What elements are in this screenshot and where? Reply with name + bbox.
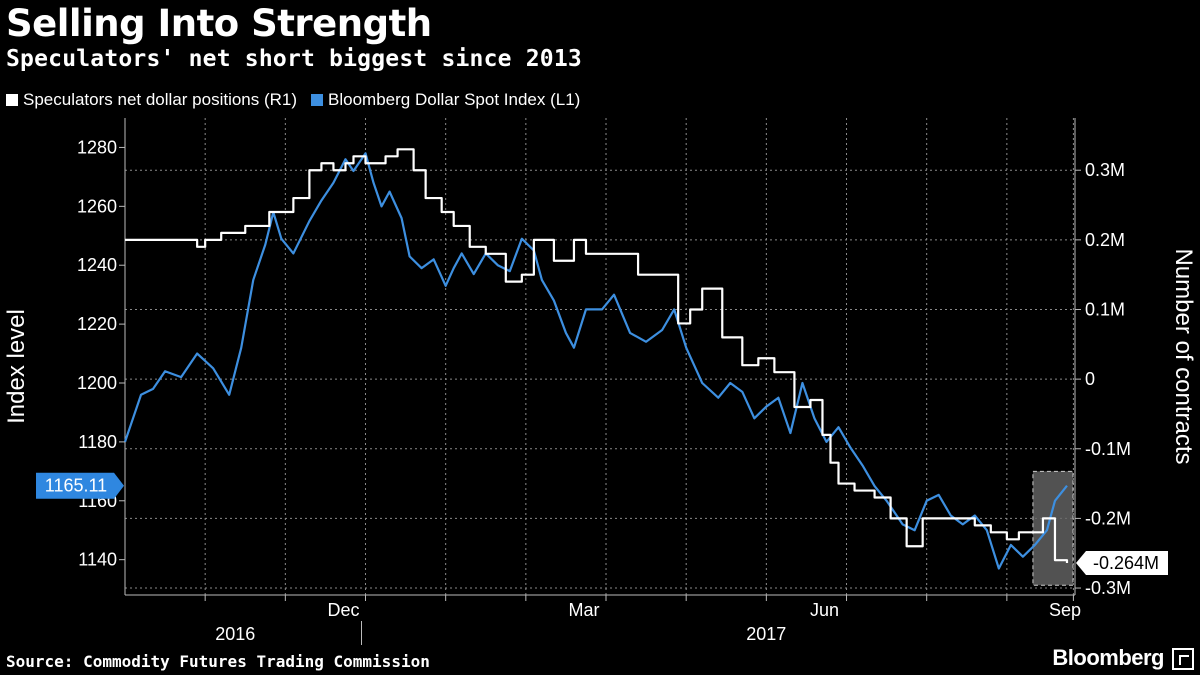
series-line-usd-positions — [125, 148, 1069, 563]
left-axis-title: Index level — [3, 309, 30, 424]
last-value-label-left: 1165.11 — [45, 476, 107, 496]
highlight-box — [1032, 470, 1074, 586]
legend: Speculators net dollar positions (R1) Bl… — [6, 90, 580, 110]
left-tick-label: 1220 — [77, 314, 117, 334]
legend-item-usd-positions: Speculators net dollar positions (R1) — [6, 90, 297, 110]
left-tick-label: 1260 — [77, 196, 117, 216]
series-lines — [123, 148, 1069, 570]
last-value-label-right: -0.264M — [1093, 553, 1159, 573]
tick-labels: 114011601180120012201240126012800.3M0.2M… — [3, 137, 1197, 644]
left-tick-label: 1140 — [78, 550, 117, 570]
last-value-badge-right — [1076, 550, 1168, 575]
year-label: 2016 — [215, 624, 255, 644]
right-axis-title: Number of contracts — [1170, 248, 1197, 464]
bloomberg-mark-icon — [1172, 648, 1194, 670]
gridlines — [125, 118, 1075, 595]
legend-item-dollar-index: Bloomberg Dollar Spot Index (L1) — [311, 90, 580, 110]
x-tick-label: Dec — [327, 600, 359, 620]
legend-label-dollar-index: Bloomberg Dollar Spot Index (L1) — [328, 90, 581, 109]
right-tick-label: 0.1M — [1085, 299, 1125, 319]
axes — [119, 118, 1081, 645]
chart-subtitle: Speculators' net short biggest since 201… — [6, 46, 582, 72]
x-tick-label: Jun — [810, 600, 839, 620]
legend-swatch-white — [6, 94, 18, 106]
legend-label-usd-positions: Speculators net dollar positions (R1) — [23, 90, 298, 109]
right-tick-label: 0 — [1085, 369, 1095, 389]
left-tick-label: 1180 — [78, 432, 117, 452]
left-tick-label: 1240 — [77, 255, 117, 275]
year-label: 2017 — [746, 624, 786, 644]
right-tick-label: 0.2M — [1085, 230, 1125, 250]
right-tick-label: -0.3M — [1085, 578, 1131, 598]
left-tick-label: 1280 — [77, 137, 117, 157]
x-tick-label: Mar — [569, 600, 600, 620]
series-line-dollar-index — [123, 152, 1068, 570]
x-tick-label: Sep — [1049, 600, 1081, 620]
legend-swatch-blue — [311, 94, 324, 106]
right-tick-label: -0.1M — [1085, 439, 1131, 459]
left-tick-label: 1200 — [77, 373, 117, 393]
right-tick-label: -0.2M — [1085, 508, 1131, 528]
chart-title: Selling Into Strength — [6, 2, 432, 45]
source-note: Source: Commodity Futures Trading Commis… — [6, 652, 430, 671]
last-value-badge-left — [36, 472, 124, 499]
bloomberg-logo: Bloomberg — [1052, 645, 1164, 670]
right-tick-label: 0.3M — [1085, 160, 1125, 180]
